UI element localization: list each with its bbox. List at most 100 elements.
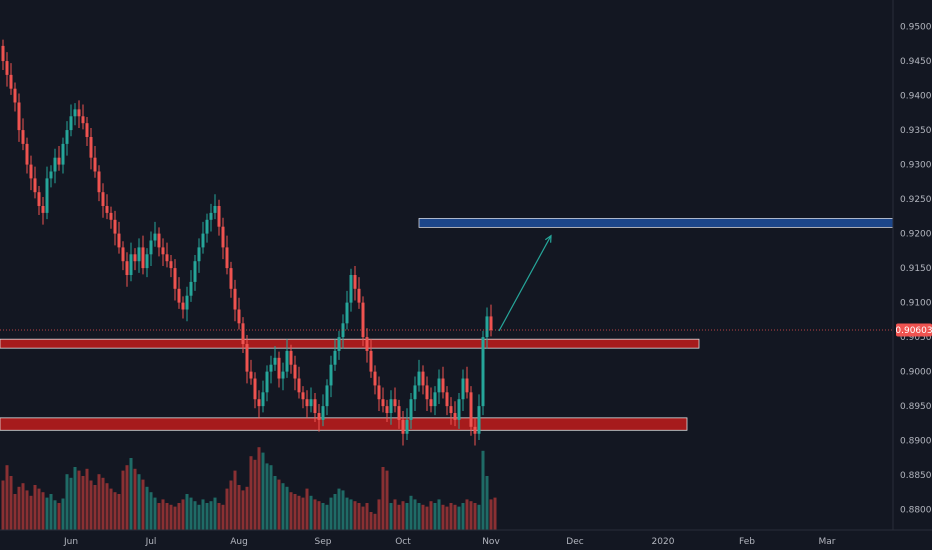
candle-body — [233, 288, 237, 310]
volume-bar — [249, 456, 253, 530]
candle-body — [261, 392, 265, 407]
volume-bar — [285, 486, 289, 530]
candle-body — [145, 254, 149, 269]
time-axis[interactable]: Jun Jul Aug Sep Oct Nov Dec 2020 Feb Mar — [63, 537, 836, 547]
volume-bar — [165, 503, 169, 530]
volume-bar — [237, 485, 241, 530]
candle-body — [101, 192, 105, 206]
volume-bar — [221, 504, 225, 530]
candle-body — [249, 371, 253, 379]
volume-bar — [241, 490, 245, 530]
arrow-line — [498, 235, 552, 332]
candle-body — [453, 413, 457, 420]
volume-bar — [413, 499, 417, 530]
candle-body — [357, 288, 361, 303]
candle-body — [385, 406, 389, 414]
volume-bar — [153, 497, 157, 530]
volume-bar — [189, 497, 193, 530]
volume-bar — [37, 488, 41, 530]
time-tick-label: Aug — [230, 537, 248, 547]
candle-body — [353, 275, 357, 289]
volume-bar — [425, 506, 429, 530]
volume-bar — [433, 503, 437, 530]
volume-bar — [409, 495, 413, 530]
volume-bar — [149, 492, 153, 530]
candle-body — [97, 171, 101, 193]
volume-bar — [161, 499, 165, 530]
volume-bar — [345, 497, 349, 530]
volume-bar — [325, 504, 329, 530]
time-tick-label: Jun — [63, 537, 78, 547]
candle-body — [153, 233, 157, 241]
candle-body — [405, 419, 409, 434]
volume-bar — [201, 499, 205, 530]
volume-bar — [193, 501, 197, 530]
candle-body — [401, 419, 405, 434]
candle-body — [29, 164, 33, 179]
volume-bar — [485, 476, 489, 530]
volume-bar — [421, 504, 425, 530]
candle-body — [349, 275, 353, 303]
volume-bar — [469, 501, 473, 530]
volume-bar — [85, 468, 89, 530]
volume-bar — [29, 495, 33, 530]
time-tick-label: Oct — [395, 537, 411, 547]
volume-bar — [373, 513, 377, 530]
candle-body — [265, 371, 269, 393]
candle-body — [413, 385, 417, 400]
candle-body — [197, 247, 201, 262]
candle-body — [201, 233, 205, 248]
candle-body — [293, 364, 297, 379]
volume-bar — [393, 499, 397, 530]
target-zone[interactable] — [418, 218, 894, 228]
volume-bar — [185, 494, 189, 530]
volume-bars — [1, 447, 497, 530]
volume-bar — [217, 503, 221, 530]
candle-body — [57, 157, 61, 165]
volume-bar — [377, 499, 381, 530]
volume-bar — [453, 504, 457, 530]
candle-body — [389, 399, 393, 414]
volume-bar — [253, 459, 257, 530]
time-tick-label: Dec — [566, 537, 583, 547]
candle-body — [157, 233, 161, 248]
candle-body — [309, 399, 313, 407]
volume-bar — [385, 470, 389, 530]
volume-bar — [289, 492, 293, 530]
volume-bar — [49, 494, 53, 530]
zones[interactable] — [0, 218, 894, 431]
volume-bar — [125, 465, 129, 530]
candle-body — [189, 281, 193, 296]
support-zone-lower[interactable] — [0, 417, 688, 431]
volume-bar — [213, 497, 217, 530]
volume-bar — [313, 499, 317, 530]
candle-body — [121, 247, 125, 262]
volume-bar — [73, 467, 77, 530]
candle-body — [85, 123, 89, 137]
resistance-zone-upper[interactable] — [0, 338, 700, 349]
volume-bar — [97, 474, 101, 530]
volume-bar — [105, 483, 109, 530]
candle-body — [469, 392, 473, 427]
time-tick-label: 2020 — [652, 537, 675, 547]
candle-body — [465, 378, 469, 393]
candle-body — [245, 344, 249, 372]
volume-bar — [177, 503, 181, 530]
candle-body — [37, 192, 41, 206]
volume-bar — [297, 495, 301, 530]
volume-bar — [17, 486, 21, 530]
candle-body — [269, 364, 273, 372]
candle-body — [253, 378, 257, 400]
volume-bar — [437, 499, 441, 530]
candle-body — [473, 426, 477, 434]
volume-bar — [121, 470, 125, 530]
candle-body — [305, 399, 309, 407]
volume-bar — [25, 490, 29, 530]
candle-body — [45, 178, 49, 213]
candle-body — [461, 378, 465, 400]
